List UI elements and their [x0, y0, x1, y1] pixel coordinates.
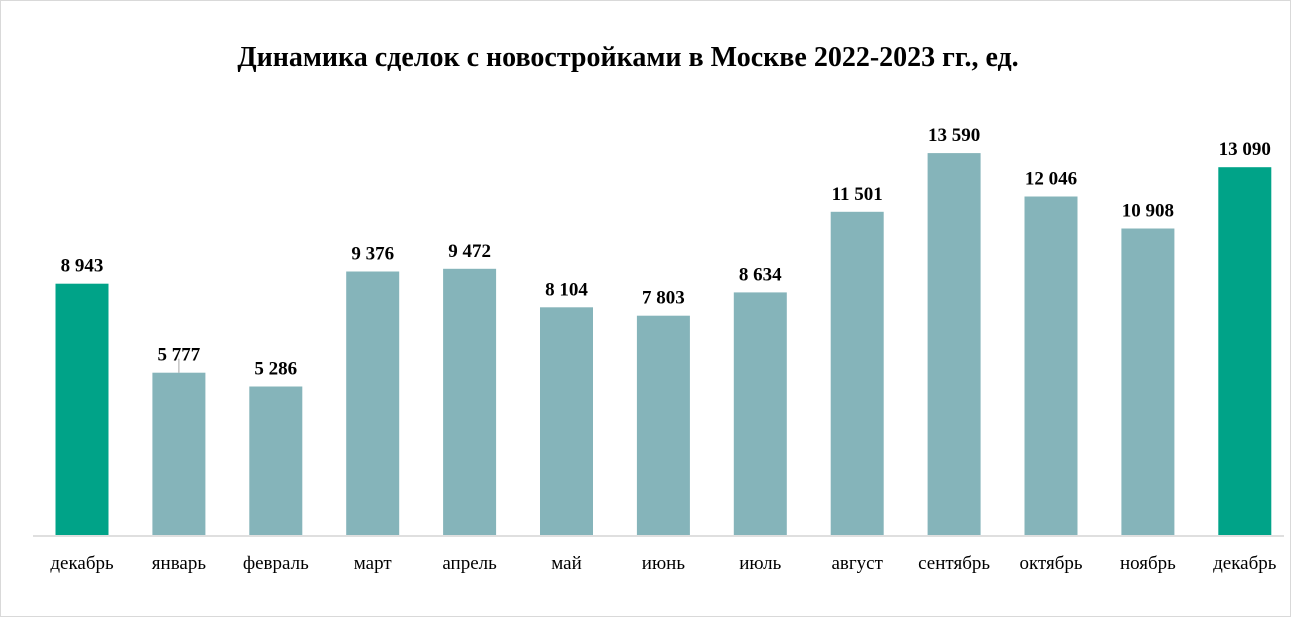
bar-13 — [1218, 167, 1272, 535]
value-label-6: 8 104 — [545, 279, 588, 300]
value-label-5: 9 472 — [448, 241, 491, 262]
category-label-12: ноябрь — [1120, 553, 1176, 574]
value-label-10: 13 590 — [928, 125, 980, 146]
category-label-9: август — [831, 553, 883, 574]
bar-9 — [830, 211, 884, 536]
bar-6 — [540, 307, 593, 535]
bar-3 — [249, 386, 303, 535]
bar-4 — [346, 271, 400, 535]
value-label-8: 8 634 — [739, 264, 782, 285]
category-labels-group: декабрь январь февраль март апрель май июнь июл… — [50, 553, 1276, 574]
value-label-7: 7 803 — [642, 288, 685, 309]
category-label-4: март — [354, 553, 393, 574]
category-label-6: май — [551, 553, 582, 574]
category-label-2: январь — [152, 553, 207, 574]
chart-title: Динамика сделок с новостройками в Москве… — [237, 42, 1018, 73]
bar-11 — [1024, 196, 1078, 535]
category-label-11: октябрь — [1019, 553, 1082, 574]
value-label-1: 8 943 — [61, 256, 104, 277]
category-label-3: февраль — [243, 553, 309, 574]
category-label-1: декабрь — [50, 553, 114, 574]
bars-group — [55, 153, 1272, 536]
bar-10 — [927, 153, 981, 535]
value-label-11: 12 046 — [1025, 169, 1077, 190]
bar-2 — [152, 372, 206, 535]
category-label-7: июнь — [642, 553, 686, 574]
value-label-13: 13 090 — [1219, 139, 1271, 160]
value-label-12: 10 908 — [1122, 201, 1174, 222]
bar-7 — [636, 315, 690, 535]
category-label-10: сентябрь — [918, 553, 990, 574]
value-label-2: 5 777 — [158, 345, 201, 366]
value-labels-group: 8 943 5 777 5 286 9 376 9 472 8 104 7 803 8 634… — [61, 125, 1271, 379]
category-label-5: апрель — [442, 553, 497, 574]
value-label-3: 5 286 — [254, 359, 297, 380]
bar-1 — [55, 283, 109, 535]
category-label-13: декабрь — [1213, 553, 1277, 574]
bar-5 — [443, 268, 497, 535]
category-label-8: июль — [739, 553, 781, 574]
bar-12 — [1121, 228, 1175, 535]
bar-8 — [733, 292, 787, 535]
value-label-4: 9 376 — [351, 244, 394, 265]
value-label-9: 11 501 — [832, 184, 883, 205]
